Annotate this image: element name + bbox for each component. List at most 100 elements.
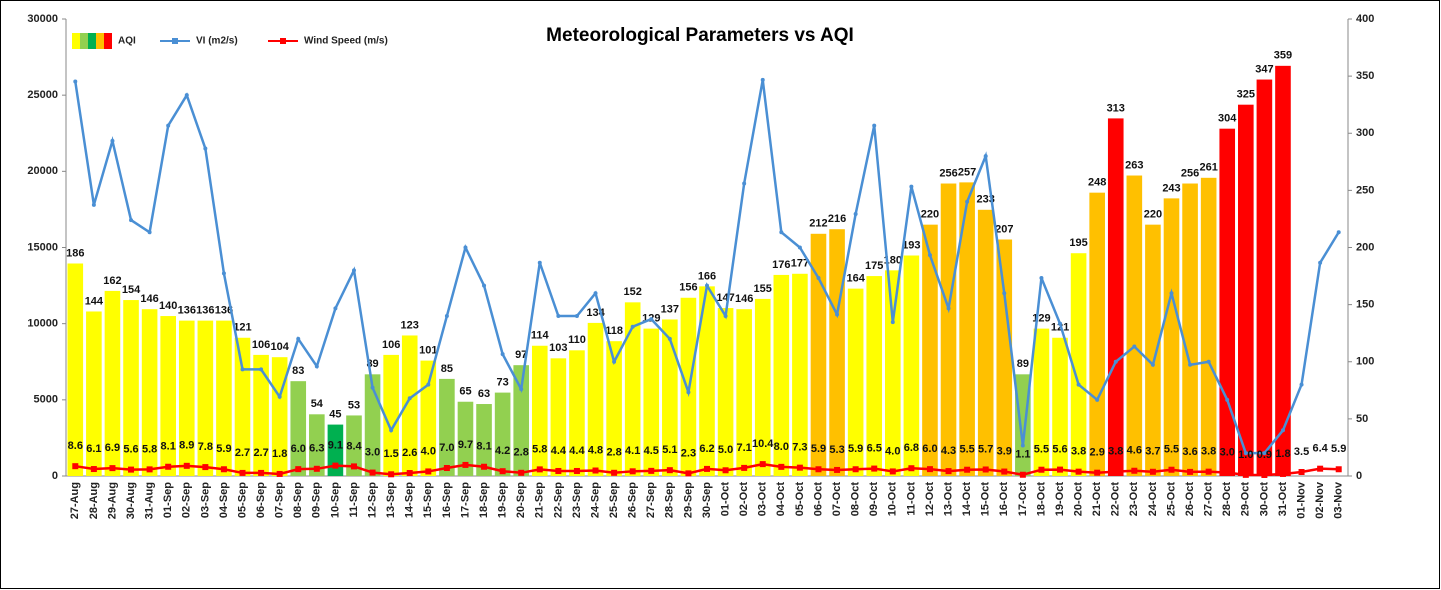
- point: [666, 467, 673, 474]
- point: [350, 463, 357, 470]
- x-tick-label: 15-Sep: [422, 482, 434, 518]
- bar: [364, 374, 381, 476]
- point-label: 6.2: [699, 443, 714, 455]
- point: [889, 468, 896, 475]
- point-label: 5.9: [811, 443, 826, 455]
- x-tick-label: 28-Oct: [1221, 482, 1233, 517]
- point: [537, 260, 542, 265]
- x-tick-label: 18-Oct: [1035, 482, 1047, 517]
- point: [1280, 428, 1285, 433]
- bar-label: 152: [624, 286, 642, 298]
- point: [1132, 344, 1137, 349]
- bar: [327, 424, 344, 476]
- point: [463, 245, 468, 250]
- bar: [178, 320, 195, 476]
- x-tick-label: 17-Oct: [1017, 482, 1029, 517]
- y2-tick-label: 0: [1356, 470, 1362, 482]
- x-tick-label: 26-Sep: [627, 482, 639, 518]
- bar-label: 129: [1032, 313, 1050, 325]
- x-tick-label: 21-Oct: [1091, 482, 1103, 517]
- point: [926, 466, 933, 473]
- point: [1243, 451, 1248, 456]
- point: [203, 146, 208, 151]
- point: [258, 469, 265, 476]
- point: [778, 463, 785, 470]
- point-label: 4.4: [551, 445, 567, 457]
- point: [574, 314, 579, 319]
- x-tick-label: 08-Oct: [850, 482, 862, 517]
- point-label: 2.8: [606, 447, 621, 459]
- bar-label: 195: [1069, 237, 1087, 249]
- bar-label: 257: [958, 166, 976, 178]
- point-label: 7.0: [439, 442, 454, 454]
- point-label: 5.3: [829, 444, 844, 456]
- point: [1242, 471, 1249, 478]
- x-tick-label: 04-Oct: [775, 482, 787, 517]
- x-tick-label: 02-Sep: [181, 482, 193, 518]
- point-label: 9.1: [328, 440, 343, 452]
- bar-label: 54: [311, 398, 324, 410]
- x-tick-label: 14-Sep: [404, 482, 416, 518]
- bar: [197, 320, 214, 476]
- point: [462, 461, 469, 468]
- bar-label: 313: [1107, 102, 1125, 114]
- bar: [86, 311, 102, 476]
- y2-tick-label: 400: [1356, 13, 1374, 25]
- point-label: 4.0: [421, 445, 436, 457]
- point: [443, 465, 450, 472]
- point: [612, 359, 617, 364]
- x-tick-label: 28-Aug: [88, 482, 100, 519]
- x-tick-label: 22-Oct: [1110, 482, 1122, 517]
- bar-label: 136: [178, 305, 196, 317]
- point-label: 7.1: [737, 442, 752, 454]
- point: [370, 385, 375, 390]
- bar: [1089, 192, 1105, 476]
- point: [759, 461, 766, 468]
- point-label: 5.1: [662, 444, 677, 456]
- point: [555, 467, 562, 474]
- bar-label: 140: [159, 300, 177, 312]
- point: [648, 467, 655, 474]
- bar-label: 104: [270, 341, 289, 353]
- point: [592, 467, 599, 474]
- y2-tick-label: 150: [1356, 299, 1374, 311]
- bar: [309, 414, 325, 476]
- x-tick-label: 20-Sep: [515, 482, 527, 518]
- bar-label: 162: [103, 275, 121, 287]
- point: [796, 464, 803, 471]
- bar: [754, 298, 771, 476]
- point: [519, 387, 524, 392]
- x-tick-label: 11-Sep: [348, 482, 360, 518]
- point: [908, 465, 915, 472]
- x-tick-label: 29-Oct: [1240, 482, 1252, 517]
- x-tick-label: 10-Oct: [887, 482, 899, 517]
- bar: [401, 335, 418, 476]
- point: [202, 464, 209, 471]
- legend-label: AQI: [118, 36, 136, 47]
- bar-label: 123: [401, 319, 419, 331]
- point-label: 8.9: [179, 440, 194, 452]
- point-label: 8.1: [476, 441, 491, 453]
- point: [1038, 466, 1045, 473]
- point: [313, 465, 320, 472]
- bar: [104, 290, 121, 476]
- x-tick-label: 22-Sep: [552, 482, 564, 518]
- point: [1188, 362, 1193, 367]
- point: [1318, 260, 1323, 265]
- bar: [717, 308, 734, 476]
- point: [853, 211, 858, 216]
- x-tick-label: 05-Sep: [236, 482, 248, 518]
- legend-swatch: [80, 33, 88, 49]
- point: [1168, 466, 1175, 473]
- bar-label: 359: [1274, 50, 1292, 62]
- x-tick-label: 30-Sep: [701, 482, 713, 518]
- point: [797, 245, 802, 250]
- point: [1112, 468, 1119, 475]
- point: [760, 77, 765, 82]
- bar-label: 146: [140, 293, 158, 305]
- bar-label: 176: [772, 259, 790, 271]
- x-tick-label: 17-Sep: [459, 482, 471, 518]
- point-label: 5.8: [142, 443, 157, 455]
- legend-swatch: [88, 33, 96, 49]
- point-label: 4.3: [941, 445, 956, 457]
